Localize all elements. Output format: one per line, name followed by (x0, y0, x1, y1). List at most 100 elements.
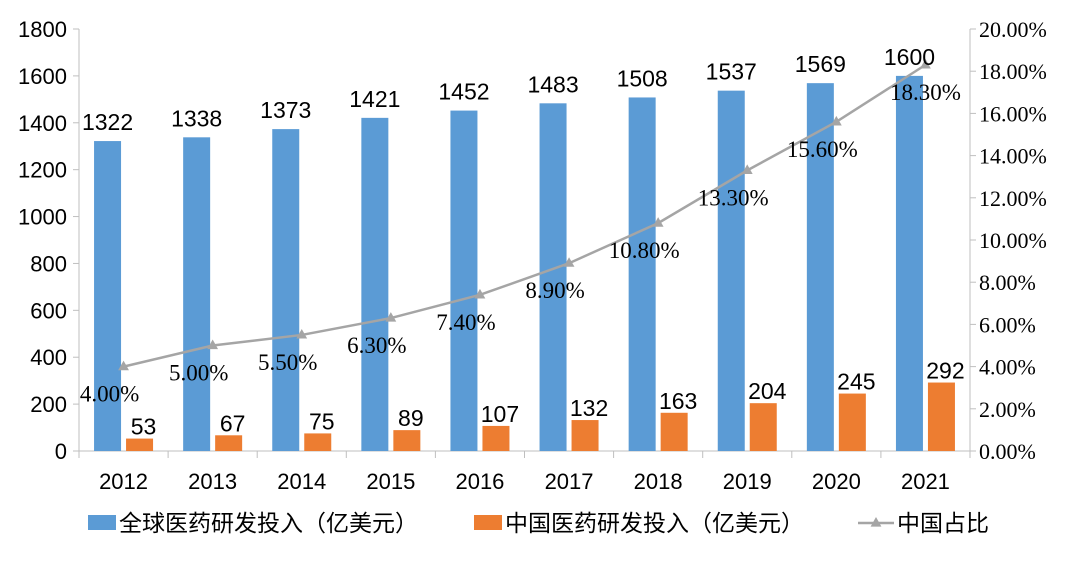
right-axis-tick-label: 20.00% (979, 17, 1047, 42)
left-axis-tick-label: 600 (30, 298, 67, 323)
bar-global (806, 83, 834, 451)
line-marker (296, 328, 308, 339)
left-axis-tick-label: 1000 (18, 205, 67, 230)
legend-label-line: 中国占比 (897, 510, 989, 536)
line-marker (652, 217, 664, 227)
bar-global-label: 1322 (82, 109, 133, 135)
bar-china (749, 403, 777, 451)
bar-china-label: 75 (309, 408, 335, 434)
bar-china-label: 107 (481, 401, 519, 427)
line-point-label: 5.00% (169, 361, 228, 386)
bar-global-label: 1569 (795, 51, 846, 77)
line-marker (207, 339, 219, 350)
right-axis-tick-label: 0.00% (979, 439, 1036, 464)
right-axis-tick-label: 10.00% (979, 228, 1047, 253)
left-axis-tick-label: 800 (30, 251, 67, 276)
bar-global (895, 75, 923, 451)
x-axis-tick-label: 2013 (188, 469, 237, 494)
bar-global (272, 129, 300, 451)
bar-china-label: 89 (398, 405, 424, 431)
left-axis-tick-label: 1800 (18, 17, 67, 42)
left-axis-tick-label: 1400 (18, 111, 67, 136)
right-axis-tick-label: 18.00% (979, 59, 1047, 84)
line-point-label: 5.50% (258, 350, 317, 375)
line-point-label: 7.40% (436, 310, 495, 335)
line-marker (118, 360, 129, 371)
legend-swatch-line-marker (870, 517, 882, 527)
bar-global-label: 1508 (617, 65, 668, 91)
bar-china-label: 132 (570, 395, 608, 421)
legend-label-china: 中国医药研发投入（亿美元） (505, 510, 804, 536)
right-axis-tick-label: 14.00% (979, 144, 1047, 169)
bar-china (482, 425, 510, 451)
left-axis-tick-label: 0 (55, 439, 67, 464)
bar-china (126, 438, 154, 451)
line-point-label: 18.30% (890, 80, 961, 105)
right-axis-tick-label: 6.00% (979, 312, 1036, 337)
x-axis-tick-label: 2019 (723, 469, 772, 494)
line-marker (920, 58, 931, 69)
x-axis-tick-label: 2016 (455, 469, 504, 494)
bar-china (571, 420, 599, 451)
line-point-label: 8.90% (525, 278, 584, 303)
bar-china (304, 433, 332, 451)
bar-global-label: 1537 (706, 59, 757, 85)
left-axis-tick-label: 1600 (18, 64, 67, 89)
line-point-label: 15.60% (787, 137, 858, 162)
bar-global (361, 117, 389, 452)
x-axis-tick-label: 2018 (634, 469, 683, 494)
right-axis-tick-label: 8.00% (979, 270, 1036, 295)
bar-china (927, 382, 955, 451)
bar-china (215, 435, 243, 451)
x-axis-tick-label: 2012 (99, 469, 148, 494)
bar-global (450, 110, 478, 451)
line-point-label: 13.30% (698, 185, 769, 210)
bar-china (393, 430, 421, 451)
bar-china-label: 53 (131, 414, 157, 440)
left-axis-tick-label: 1200 (18, 158, 67, 183)
bar-global-label: 1373 (260, 97, 311, 123)
bar-china-label: 292 (926, 358, 964, 384)
line-point-label: 4.00% (80, 382, 139, 407)
right-axis-tick-label: 12.00% (979, 186, 1047, 211)
legend-swatch-china (474, 515, 502, 530)
left-axis-tick-label: 200 (30, 392, 67, 417)
x-axis-tick-label: 2020 (812, 469, 861, 494)
legend-swatch-global (88, 515, 116, 530)
left-axis-tick-label: 400 (30, 345, 67, 370)
bar-china-label: 67 (220, 410, 246, 436)
bar-global-label: 1483 (527, 71, 578, 97)
right-axis-tick-label: 2.00% (979, 397, 1036, 422)
legend-label-global: 全球医药研发投入（亿美元） (119, 510, 418, 536)
line-marker (830, 115, 842, 126)
bar-global (717, 90, 745, 452)
bar-global-label: 1338 (171, 105, 222, 131)
x-axis-tick-label: 2015 (366, 469, 415, 494)
bar-china-label: 204 (748, 378, 787, 404)
line-marker (563, 257, 575, 267)
bar-global (94, 141, 122, 451)
right-axis-tick-label: 16.00% (979, 101, 1047, 126)
bar-china-label: 245 (837, 369, 875, 395)
bar-global (539, 103, 567, 452)
line-china-share (123, 63, 927, 368)
bar-china-label: 163 (659, 388, 697, 414)
bar-china (838, 393, 866, 451)
right-axis-tick-label: 4.00% (979, 355, 1036, 380)
bar-global (183, 137, 211, 451)
line-point-label: 6.30% (347, 333, 406, 358)
line-marker (741, 164, 753, 174)
bar-global-label: 1421 (349, 86, 400, 112)
line-point-label: 10.80% (609, 238, 680, 263)
x-axis-tick-label: 2014 (277, 469, 326, 494)
line-marker (474, 288, 486, 299)
x-axis-tick-label: 2021 (901, 469, 950, 494)
x-axis-tick-label: 2017 (545, 469, 594, 494)
bar-global-label: 1600 (884, 44, 935, 70)
line-marker (385, 312, 397, 322)
bar-china (660, 412, 688, 451)
bar-global-label: 1452 (438, 79, 489, 105)
bar-global (628, 97, 656, 452)
